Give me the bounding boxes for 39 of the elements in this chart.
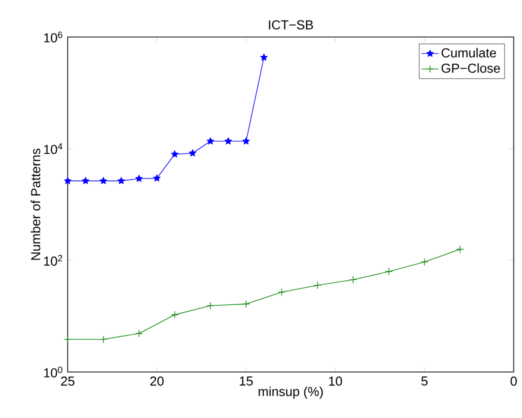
point [171,150,178,158]
point [224,137,232,144]
point [260,54,268,61]
point [82,177,90,184]
chart-title: ICT−SB [268,20,313,30]
point [242,300,250,308]
point [64,177,72,184]
point [420,258,428,266]
x-tick-label: 0 [510,376,517,386]
y-tick-label: 10$^{6}$ [44,32,62,42]
legend-label: Cumulate [442,48,496,58]
point [118,177,125,184]
point [100,177,108,184]
point [135,330,143,338]
x-axis-title: minsup (%) [258,386,323,399]
point [153,174,161,182]
x-tick-label: 15 [240,376,253,386]
point [64,335,72,344]
point [100,335,108,344]
x-tick-label: 10 [329,376,342,386]
point [278,288,286,296]
point [349,276,357,284]
y-axis-title: Number of Patterns [30,148,40,260]
y-tick-label: 10$^{4}$ [44,143,62,154]
x-tick-label: 5 [421,376,428,386]
x-tick-label: 25 [61,376,74,386]
point [135,174,143,182]
point [384,268,393,276]
point [314,281,322,290]
point [206,137,214,144]
y-tick-label: 10$^{2}$ [44,254,62,266]
x-tick-label: 20 [150,376,164,386]
legend-label: GP−Close [442,63,500,73]
y-tick-label: 10$^{0}$ [44,366,62,378]
point [206,302,214,310]
point [456,245,464,254]
point [242,137,250,144]
point [188,149,196,156]
point [170,310,179,319]
